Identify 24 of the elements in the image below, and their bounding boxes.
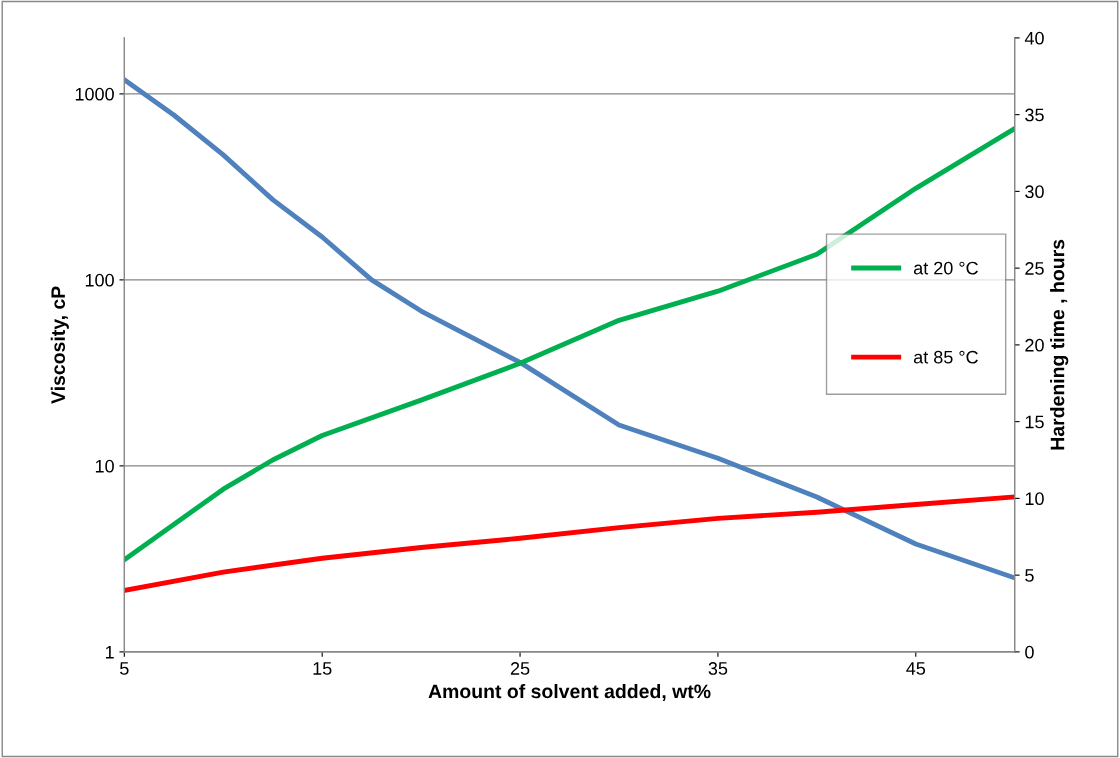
y2-tick-label: 15 — [1025, 415, 1044, 429]
x-axis-title: Amount of solvent added, wt% — [428, 683, 711, 702]
y2-axis-title: Hardening time , hours — [1050, 239, 1069, 450]
y2-tick-label: 20 — [1025, 338, 1044, 352]
legend-label: at 85 °C — [913, 350, 978, 364]
x-tick-label: 45 — [906, 662, 926, 675]
y2-tick-label: 25 — [1025, 262, 1044, 275]
y2-tick-label: 30 — [1025, 185, 1044, 199]
x-tick-label: 15 — [313, 662, 332, 675]
y-tick-label: 100 — [85, 273, 114, 287]
y-tick-label: 1 — [105, 646, 114, 659]
y2-tick-label: 35 — [1025, 108, 1044, 122]
y-tick-label: 10 — [95, 459, 114, 473]
legend-label: at 20 °C — [913, 261, 978, 275]
y2-tick-label: 5 — [1025, 569, 1034, 582]
x-tick-label: 35 — [708, 662, 728, 675]
y2-tick-label: 40 — [1024, 31, 1044, 45]
x-tick-label: 25 — [510, 662, 530, 675]
y-axis-title: Viscosity, cP — [50, 286, 69, 404]
x-tick-label: 5 — [120, 662, 129, 675]
y-tick-label: 1000 — [75, 87, 114, 101]
y2-tick-label: 0 — [1025, 645, 1034, 659]
y2-tick-label: 10 — [1025, 492, 1044, 506]
line-series — [124, 494, 1015, 593]
